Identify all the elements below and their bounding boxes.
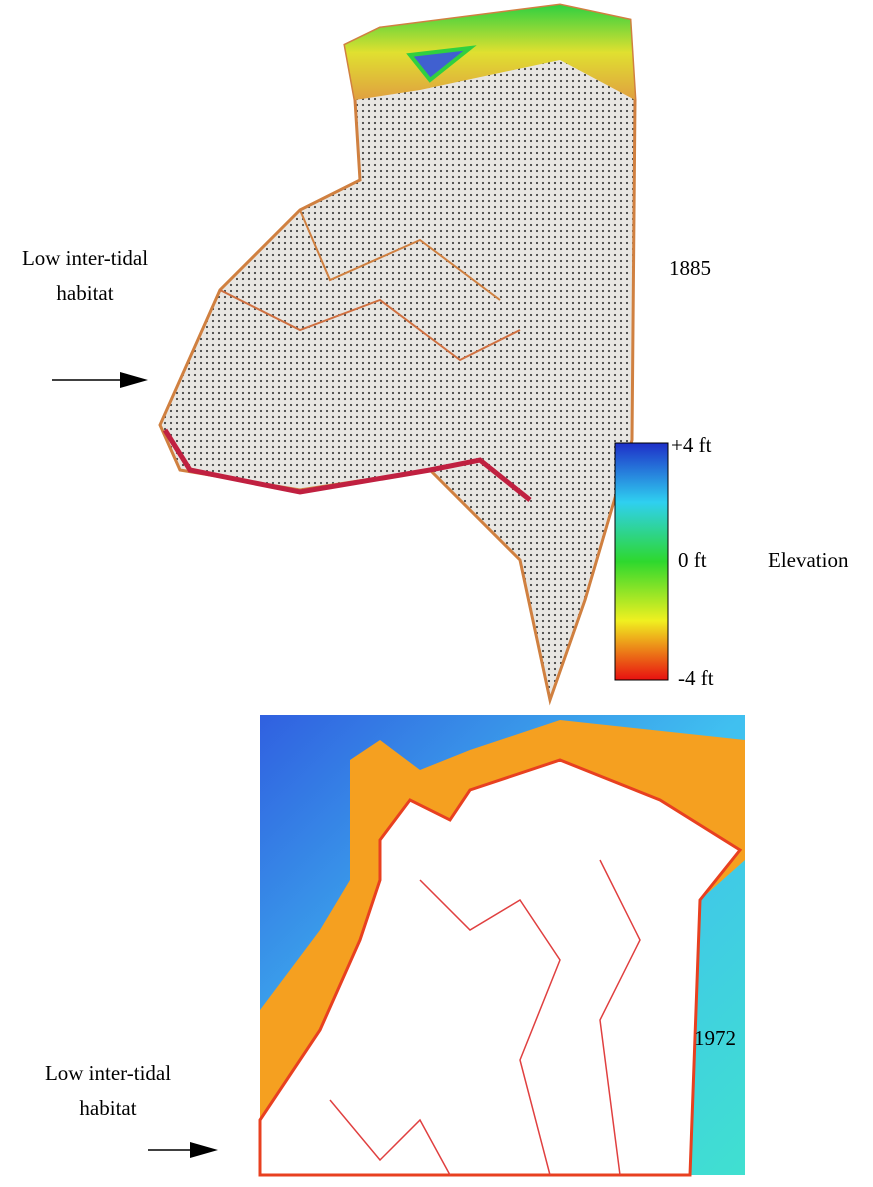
legend-label: 0 ft [678, 548, 707, 572]
year-label: 1885 [669, 256, 711, 280]
map-1885 [160, 5, 635, 700]
year-label: 1972 [694, 1026, 736, 1050]
map-1972 [260, 715, 745, 1175]
legend-label: +4 ft [671, 433, 712, 457]
annotation: Low inter-tidal [22, 246, 148, 270]
legend-label: -4 ft [678, 666, 714, 690]
annotation: habitat [56, 281, 113, 305]
annotation: habitat [79, 1096, 136, 1120]
arrow [148, 1142, 218, 1158]
annotation: Low inter-tidal [45, 1061, 171, 1085]
legend: +4 ft 0 ft -4 ft Elevation [615, 433, 849, 690]
colorbar [615, 443, 668, 680]
arrow [52, 372, 148, 388]
figure: +4 ft 0 ft -4 ft Elevation Low inter-tid… [0, 0, 873, 1187]
legend-title: Elevation [768, 548, 849, 572]
